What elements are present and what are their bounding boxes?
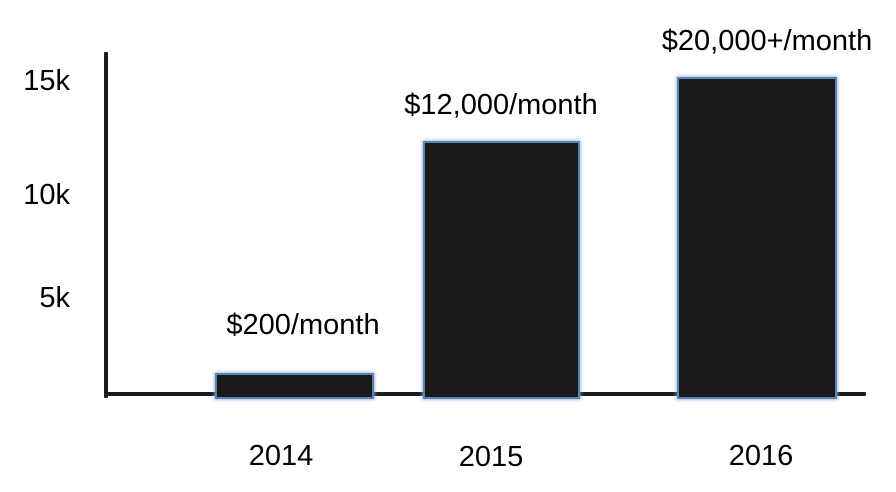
x-category-label-2016: 2016 [728, 440, 794, 472]
y-tick-label-15k: 15k [23, 65, 70, 97]
value-label-2015: $12,000/month [404, 89, 598, 121]
x-category-label-2015: 2015 [458, 441, 524, 473]
value-label-2014: $200/month [226, 309, 380, 341]
y-tick-label-5k: 5k [39, 282, 70, 314]
bar-2015 [423, 141, 580, 399]
y-tick-label-10k: 10k [23, 179, 70, 211]
bar-2016 [677, 77, 837, 399]
y-axis-line [104, 52, 108, 398]
value-label-2016: $20,000+/month [661, 25, 873, 57]
x-category-label-2014: 2014 [248, 440, 314, 472]
bar-2014 [215, 373, 374, 399]
